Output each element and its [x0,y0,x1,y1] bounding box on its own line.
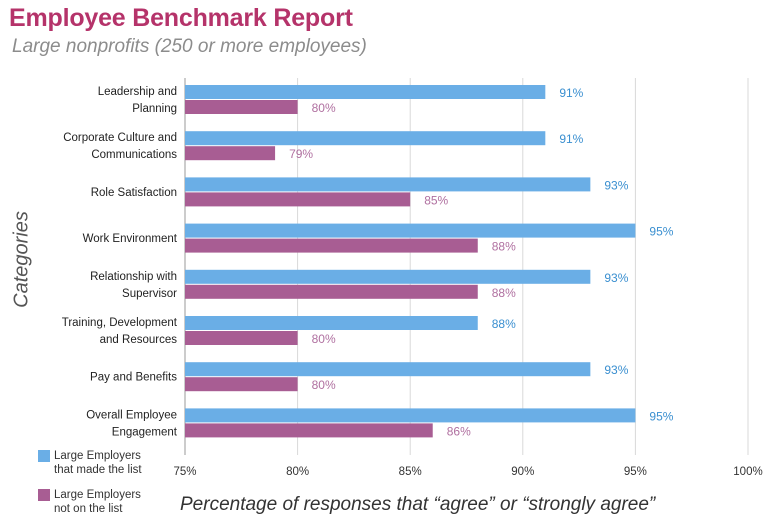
x-tick-label-95: 95% [624,466,647,478]
chart-subtitle: Large nonprofits (250 or more employees) [12,36,367,57]
x-axis-label: Percentage of responses that “agree” or … [180,494,656,515]
category-label-0-1: Planning [132,103,177,115]
x-tick-label-85: 85% [399,466,422,478]
data-label-not-on-list-3: 88% [492,240,516,254]
bar-not-on-list-0 [185,100,298,114]
x-tick-label-100: 100% [733,466,762,478]
category-label-7-1: Engagement [112,426,178,438]
bar-made-list-2 [185,177,591,192]
data-label-made-list-2: 93% [604,178,628,192]
category-label-0-0: Leadership and [98,86,177,98]
data-label-not-on-list-1: 79% [289,147,313,161]
bar-made-list-6 [185,362,591,377]
bar-not-on-list-3 [185,238,478,253]
bar-made-list-0 [185,85,546,99]
x-tick-label-80: 80% [286,466,309,478]
category-label-6-0: Pay and Benefits [90,372,177,384]
x-tick-label-75: 75% [173,466,196,478]
bar-not-on-list-1 [185,146,276,161]
bar-made-list-4 [185,269,591,284]
legend-label-made-list-line2: that made the list [54,464,142,476]
data-label-not-on-list-7: 86% [447,424,471,438]
data-label-made-list-1: 91% [559,132,583,146]
bar-made-list-5 [185,316,478,330]
data-label-made-list-0: 91% [559,86,583,100]
legend-label-made-list-line1: Large Employers [54,450,141,462]
data-label-not-on-list-2: 85% [424,193,448,207]
bar-not-on-list-6 [185,377,298,392]
data-label-not-on-list-5: 80% [312,332,336,346]
legend-label-not-on-list-line1: Large Employers [54,489,141,501]
category-label-4-1: Supervisor [122,288,177,300]
category-label-5-0: Training, Development [62,317,178,329]
legend-swatch-made-list [38,450,50,462]
category-label-7-0: Overall Employee [86,409,177,421]
legend-label-not-on-list-line2: not on the list [54,503,123,515]
data-label-made-list-4: 93% [604,271,628,285]
x-tick-label-90: 90% [511,466,534,478]
category-label-1-1: Communications [91,149,177,161]
data-label-made-list-6: 93% [604,363,628,377]
bar-made-list-7 [185,408,636,423]
data-label-not-on-list-4: 88% [492,286,516,300]
bar-made-list-3 [185,223,636,238]
category-label-2-0: Role Satisfaction [91,187,177,199]
category-label-1-0: Corporate Culture and [63,132,177,144]
bar-not-on-list-4 [185,284,478,299]
bar-made-list-1 [185,131,546,146]
data-label-made-list-7: 95% [649,409,673,423]
chart-title: Employee Benchmark Report [9,4,353,32]
bar-not-on-list-7 [185,423,433,438]
category-label-4-0: Relationship with [90,271,177,283]
bar-not-on-list-2 [185,192,411,207]
category-label-5-1: and Resources [100,334,178,346]
data-label-not-on-list-0: 80% [312,101,336,115]
data-label-made-list-5: 88% [492,317,516,331]
data-label-not-on-list-6: 80% [312,378,336,392]
bar-not-on-list-5 [185,331,298,345]
legend-swatch-not-on-list [38,489,50,501]
data-label-made-list-3: 95% [649,225,673,239]
category-label-3-0: Work Environment [83,233,178,245]
